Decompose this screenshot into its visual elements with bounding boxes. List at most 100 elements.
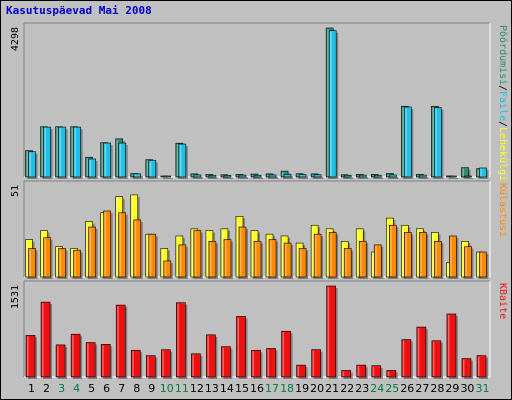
bar-requests-pöördumisi-30-highlight bbox=[462, 168, 464, 176]
bar-traffic-kbaite-20-body bbox=[311, 349, 321, 378]
bar-requests-pöördumisi-16-highlight bbox=[252, 175, 254, 176]
bar-traffic-kbaite-24 bbox=[371, 365, 383, 379]
bar-usage-lehekülgi-1-highlight bbox=[26, 240, 29, 276]
bar-traffic-kbaite-10-highlight bbox=[162, 350, 164, 376]
bar-requests-faile-22-shadow bbox=[346, 177, 354, 179]
bar-usage-külastusi-10 bbox=[163, 260, 173, 279]
bar-usage-lehekülgi-31-highlight bbox=[477, 253, 479, 276]
bar-usage-külastusi-17-highlight bbox=[270, 240, 272, 276]
bar-traffic-kbaite-25-body bbox=[386, 370, 397, 378]
bar-requests-faile-4 bbox=[73, 126, 83, 179]
day-label-23: 23 bbox=[355, 382, 369, 395]
panel-requests-right-sep-1: / bbox=[497, 121, 508, 127]
bar-requests-faile-8-highlight bbox=[134, 174, 137, 176]
bar-usage-külastusi-8 bbox=[133, 219, 143, 279]
day-label-17: 17 bbox=[265, 382, 279, 395]
bar-requests-faile-26 bbox=[404, 106, 414, 179]
bar-usage-külastusi-2 bbox=[43, 237, 53, 279]
bar-traffic-kbaite-25 bbox=[386, 370, 398, 379]
bar-traffic-kbaite-18-body bbox=[281, 330, 291, 378]
bar-requests-faile-18-shadow bbox=[286, 176, 294, 179]
bar-requests-faile-22-body bbox=[343, 174, 352, 178]
bar-traffic-kbaite-4-body bbox=[70, 333, 81, 378]
bar-usage-külastusi-6-body bbox=[103, 210, 111, 278]
bar-usage-lehekülgi-9-highlight bbox=[146, 235, 149, 276]
bar-traffic-kbaite-2-body bbox=[40, 301, 51, 378]
bar-usage-külastusi-5-highlight bbox=[89, 228, 92, 276]
bar-requests-faile-14 bbox=[223, 175, 233, 179]
bar-requests-faile-31-body bbox=[479, 167, 487, 178]
bar-requests-faile-17 bbox=[268, 174, 279, 179]
bar-traffic-kbaite-26-body bbox=[401, 339, 412, 378]
bar-traffic-kbaite-29 bbox=[446, 313, 458, 379]
bar-traffic-kbaite-5-highlight bbox=[87, 343, 89, 376]
bar-traffic-kbaite-27-highlight bbox=[417, 328, 420, 376]
bar-traffic-kbaite-28-highlight bbox=[432, 341, 435, 376]
bar-requests-pöördumisi-12-highlight bbox=[191, 174, 194, 176]
bar-traffic-kbaite-26 bbox=[401, 339, 413, 379]
bar-requests-faile-4-highlight bbox=[74, 128, 77, 176]
bar-traffic-kbaite-31-highlight bbox=[477, 356, 480, 376]
bar-requests-faile-9-highlight bbox=[149, 161, 152, 176]
bar-usage-lehekülgi-30-highlight bbox=[462, 242, 464, 276]
bar-requests-faile-12-body bbox=[193, 174, 202, 178]
bar-traffic-kbaite-22-body bbox=[341, 370, 351, 378]
bar-requests-faile-13-shadow bbox=[210, 177, 218, 179]
day-label-21: 21 bbox=[325, 382, 339, 395]
bar-usage-lehekülgi-26-highlight bbox=[402, 226, 404, 276]
panel-requests-right-label-0: Pöördumisi bbox=[497, 25, 508, 85]
bar-usage-külastusi-28-body bbox=[434, 241, 442, 278]
bar-requests-faile-30-body bbox=[464, 175, 472, 178]
bar-requests-faile-16-shadow bbox=[256, 177, 263, 179]
bar-traffic-kbaite-13-highlight bbox=[207, 335, 209, 376]
bar-requests-faile-19-body bbox=[298, 174, 307, 178]
bar-requests-faile-17-body bbox=[268, 174, 277, 178]
bar-requests-faile-26-highlight bbox=[405, 107, 407, 176]
bar-usage-külastusi-4-highlight bbox=[74, 251, 77, 276]
bar-requests-pöördumisi-7-highlight bbox=[116, 139, 119, 176]
bar-usage-külastusi-13 bbox=[208, 241, 218, 279]
panel-requests-max-label: 4298 bbox=[10, 27, 21, 51]
bar-traffic-kbaite-10 bbox=[161, 349, 173, 379]
bar-requests-faile-1-highlight bbox=[29, 152, 32, 176]
day-label-27: 27 bbox=[415, 382, 429, 395]
day-label-13: 13 bbox=[205, 382, 219, 395]
bar-requests-faile-20-body bbox=[313, 174, 322, 178]
bar-usage-külastusi-23-highlight bbox=[360, 242, 362, 276]
bar-requests-faile-31 bbox=[479, 167, 489, 179]
bar-usage-külastusi-1-body bbox=[28, 248, 36, 278]
bar-usage-lehekülgi-18-highlight bbox=[282, 236, 284, 276]
bar-requests-faile-20-shadow bbox=[316, 176, 324, 179]
bar-traffic-kbaite-21-body bbox=[326, 285, 336, 378]
bar-requests-faile-7 bbox=[118, 142, 128, 179]
bar-traffic-kbaite-14-body bbox=[221, 346, 231, 378]
bar-usage-külastusi-13-highlight bbox=[209, 242, 212, 276]
bar-requests-faile-7-highlight bbox=[119, 144, 122, 176]
bar-traffic-kbaite-17-body bbox=[266, 348, 276, 378]
bar-usage-lehekülgi-12-highlight bbox=[191, 229, 194, 276]
bar-usage-külastusi-21-highlight bbox=[330, 233, 332, 276]
bar-requests-faile-7-body bbox=[118, 142, 127, 178]
bar-usage-külastusi-11-highlight bbox=[179, 245, 182, 276]
bar-requests-faile-15-body bbox=[238, 174, 247, 178]
bar-usage-külastusi-1-highlight bbox=[29, 249, 32, 276]
bar-usage-külastusi-23 bbox=[358, 241, 369, 279]
bar-usage-külastusi-10-body bbox=[163, 260, 172, 278]
bar-requests-faile-18 bbox=[283, 174, 294, 179]
panel-requests-bg bbox=[24, 23, 490, 177]
day-label-29: 29 bbox=[445, 382, 459, 395]
bar-traffic-kbaite-4-highlight bbox=[72, 335, 74, 376]
bar-requests-pöördumisi-21-highlight bbox=[327, 29, 329, 176]
bar-requests-faile-1-body bbox=[28, 151, 36, 178]
bar-usage-külastusi-9 bbox=[148, 233, 158, 279]
bar-traffic-kbaite-8-highlight bbox=[132, 351, 134, 376]
bar-traffic-kbaite-25-highlight bbox=[387, 371, 390, 376]
day-label-20: 20 bbox=[310, 382, 324, 395]
day-label-3: 3 bbox=[58, 382, 65, 395]
day-label-14: 14 bbox=[220, 382, 234, 395]
day-label-30: 30 bbox=[460, 382, 474, 395]
bar-requests-faile-29 bbox=[449, 175, 459, 179]
bar-usage-lehekülgi-20-highlight bbox=[312, 226, 314, 276]
bar-traffic-kbaite-9 bbox=[145, 355, 158, 379]
